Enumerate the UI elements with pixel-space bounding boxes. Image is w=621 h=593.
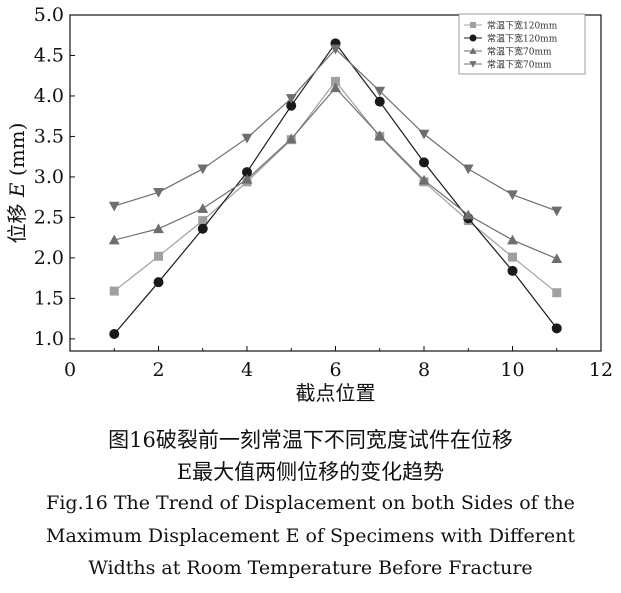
y-axis-label-unit: (mm) bbox=[5, 123, 29, 177]
line-chart: 0 2 4 6 8 10 12 1.0 1.5 2.0 2.5 3.0 3.5 4.0 4.5 5.0 常温下… bbox=[5, 4, 613, 405]
y-tick-label: 4.0 bbox=[34, 85, 64, 107]
legend-label: 常温下宽70mm bbox=[487, 46, 552, 58]
data-point-triangle-down bbox=[374, 86, 386, 97]
x-tick-label: 6 bbox=[329, 359, 341, 381]
data-point-triangle-up bbox=[374, 130, 386, 140]
y-tick-label: 1.0 bbox=[34, 328, 64, 350]
data-point-triangle-down bbox=[462, 164, 474, 175]
caption-cn-line2: E最大值两侧位移的变化趋势 bbox=[176, 460, 445, 484]
series-line bbox=[114, 86, 557, 260]
data-point-triangle-down bbox=[469, 61, 477, 68]
data-point-circle bbox=[507, 265, 518, 276]
data-point-circle bbox=[551, 323, 562, 334]
x-axis-label: 截点位置 bbox=[296, 381, 376, 405]
x-tick-label: 4 bbox=[241, 359, 253, 381]
data-point-square bbox=[552, 288, 562, 298]
legend-label: 常温下宽120mm bbox=[487, 33, 558, 45]
data-point-triangle-up bbox=[241, 173, 253, 184]
x-tick-label: 2 bbox=[152, 359, 164, 381]
data-point-square bbox=[470, 22, 476, 28]
legend-label: 常温下宽120mm bbox=[487, 20, 558, 32]
y-tick-label: 4.5 bbox=[34, 44, 64, 66]
series-1 bbox=[109, 76, 562, 298]
data-point-square bbox=[154, 251, 163, 261]
series-2 bbox=[109, 38, 562, 339]
data-point-triangle-down bbox=[285, 94, 297, 104]
data-point-square bbox=[508, 252, 517, 262]
caption-en-line2: Maximum Displacement E of Specimens with… bbox=[46, 525, 575, 547]
data-point-square bbox=[331, 76, 340, 86]
data-point-triangle-up bbox=[108, 234, 120, 245]
y-tick-label: 1.5 bbox=[34, 287, 64, 309]
data-point-circle bbox=[153, 277, 164, 288]
data-point-triangle-down bbox=[330, 44, 341, 55]
data-point-circle bbox=[469, 34, 477, 42]
data-point-circle bbox=[286, 100, 297, 111]
y-tick-label: 5.0 bbox=[34, 4, 64, 26]
data-point-triangle-up bbox=[551, 253, 563, 264]
series-line bbox=[113, 80, 558, 294]
series-4 bbox=[108, 44, 563, 217]
chart-axes: 0 2 4 6 8 10 12 1.0 1.5 2.0 2.5 3.0 3.5 4.0 4.5 5.0 bbox=[34, 4, 613, 381]
caption-cn-line1: 图16破裂前一刻常温下不同宽度试件在位移 bbox=[108, 428, 513, 452]
data-point-circle bbox=[109, 328, 120, 339]
data-point-triangle-down bbox=[153, 187, 164, 198]
data-point-triangle-up bbox=[153, 223, 164, 234]
legend-label: 常温下宽70mm bbox=[487, 59, 552, 71]
y-axis-label: 位移 E (mm) bbox=[5, 123, 29, 244]
y-tick-label: 3.0 bbox=[34, 166, 64, 188]
data-point-triangle-up bbox=[469, 47, 477, 54]
x-tick-label: 8 bbox=[418, 359, 430, 381]
data-point-square bbox=[109, 286, 119, 296]
y-tick-label: 2.0 bbox=[34, 247, 64, 269]
data-point-triangle-up bbox=[418, 174, 430, 185]
x-tick-label: 12 bbox=[589, 359, 613, 381]
caption-en-line3: Widths at Room Temperature Before Fractu… bbox=[88, 557, 533, 579]
data-point-triangle-up bbox=[285, 133, 297, 144]
x-tick-label: 0 bbox=[64, 359, 76, 381]
data-point-circle bbox=[242, 167, 252, 178]
series-3 bbox=[108, 82, 563, 264]
data-point-triangle-up bbox=[507, 234, 518, 245]
y-tick-label: 3.5 bbox=[34, 125, 64, 147]
data-point-circle bbox=[197, 223, 208, 234]
x-tick-label: 10 bbox=[500, 359, 524, 381]
chart-series-layer bbox=[108, 38, 563, 339]
data-point-triangle-down bbox=[418, 129, 430, 140]
data-point-square bbox=[198, 216, 208, 226]
data-point-triangle-down bbox=[551, 206, 563, 217]
data-point-circle bbox=[374, 96, 385, 107]
data-point-triangle-down bbox=[241, 133, 253, 144]
data-point-triangle-down bbox=[197, 164, 209, 175]
data-point-triangle-up bbox=[197, 203, 209, 213]
y-tick-label: 2.5 bbox=[34, 206, 64, 228]
caption-en-line1: Fig.16 The Trend of Displacement on both… bbox=[46, 492, 575, 514]
y-axis-label-prefix: 位移 bbox=[5, 203, 29, 243]
y-axis-label-var: E bbox=[5, 182, 29, 198]
data-point-triangle-down bbox=[108, 201, 120, 212]
data-point-triangle-down bbox=[507, 190, 518, 201]
data-point-triangle-up bbox=[330, 82, 341, 93]
data-point-circle bbox=[419, 157, 429, 168]
data-point-triangle-up bbox=[462, 209, 474, 220]
